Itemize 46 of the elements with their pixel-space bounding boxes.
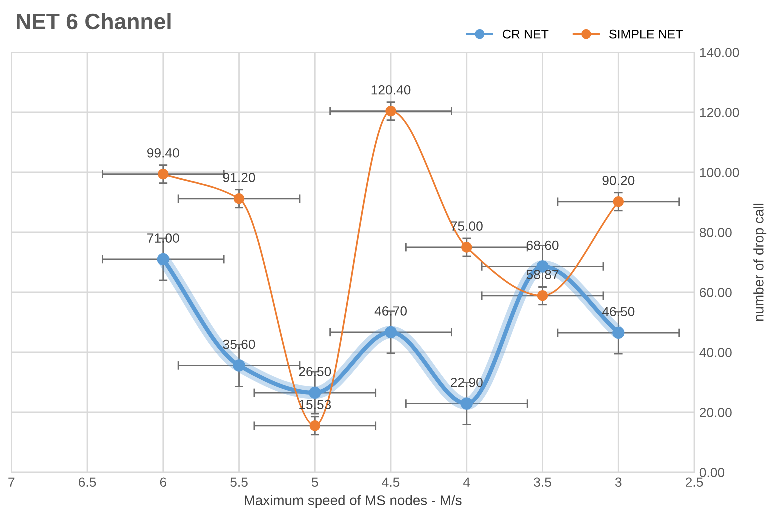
point: [613, 196, 624, 208]
data-label: 35.60: [223, 340, 256, 350]
data-label: 71.00: [148, 234, 180, 244]
x-tick-label: 3: [615, 478, 622, 488]
point: [612, 326, 625, 340]
y-tick-label: 20.00: [700, 408, 732, 418]
point: [310, 420, 320, 432]
point: [384, 326, 398, 338]
x-tick-label: 5: [312, 478, 318, 488]
y-tick-label: 80.00: [700, 228, 732, 238]
point: [462, 242, 472, 253]
legend-label: SIMPLE NET: [610, 30, 683, 39]
y-tick-label: 60.00: [700, 288, 732, 298]
point: [234, 194, 245, 204]
data-label: 90.20: [602, 176, 635, 186]
data-label: 22.90: [451, 378, 483, 388]
point: [157, 253, 170, 266]
data-label: 99.40: [148, 148, 180, 158]
x-axis-title: Maximum speed of MS nodes - M/s: [245, 495, 462, 508]
y-tick-label: 100.00: [700, 168, 740, 178]
point: [537, 290, 548, 302]
x-tick-label: 2.5: [686, 478, 704, 488]
x-tick-label: 4.5: [382, 478, 400, 488]
x-tick-label: 7: [8, 478, 15, 487]
point: [309, 386, 322, 400]
data-label: 91.20: [223, 173, 256, 182]
x-tick-label: 6.5: [79, 478, 96, 488]
y-tick-label: 140.00: [700, 48, 740, 58]
data-label: 46.70: [374, 306, 408, 316]
point: [158, 168, 169, 180]
legend-label: CR NET: [503, 30, 549, 39]
point: [233, 360, 246, 372]
point: [386, 106, 396, 117]
x-tick-label: 3.5: [534, 478, 552, 488]
data-label: 26.50: [299, 367, 332, 377]
y-tick-label: 120.00: [700, 108, 740, 118]
chart-title: NET 6 Channel: [17, 13, 171, 30]
x-tick-label: 6: [160, 478, 166, 488]
x-tick-label: 4: [464, 478, 470, 487]
y-tick-label: 40.00: [700, 348, 732, 358]
data-label: 46.50: [602, 307, 635, 317]
y-axis-title: number of drop call: [754, 204, 767, 322]
y-tick-label: 0.00: [700, 468, 725, 478]
point: [460, 398, 473, 410]
x-tick-label: 5.5: [230, 478, 248, 488]
data-label: 120.40: [372, 85, 411, 95]
